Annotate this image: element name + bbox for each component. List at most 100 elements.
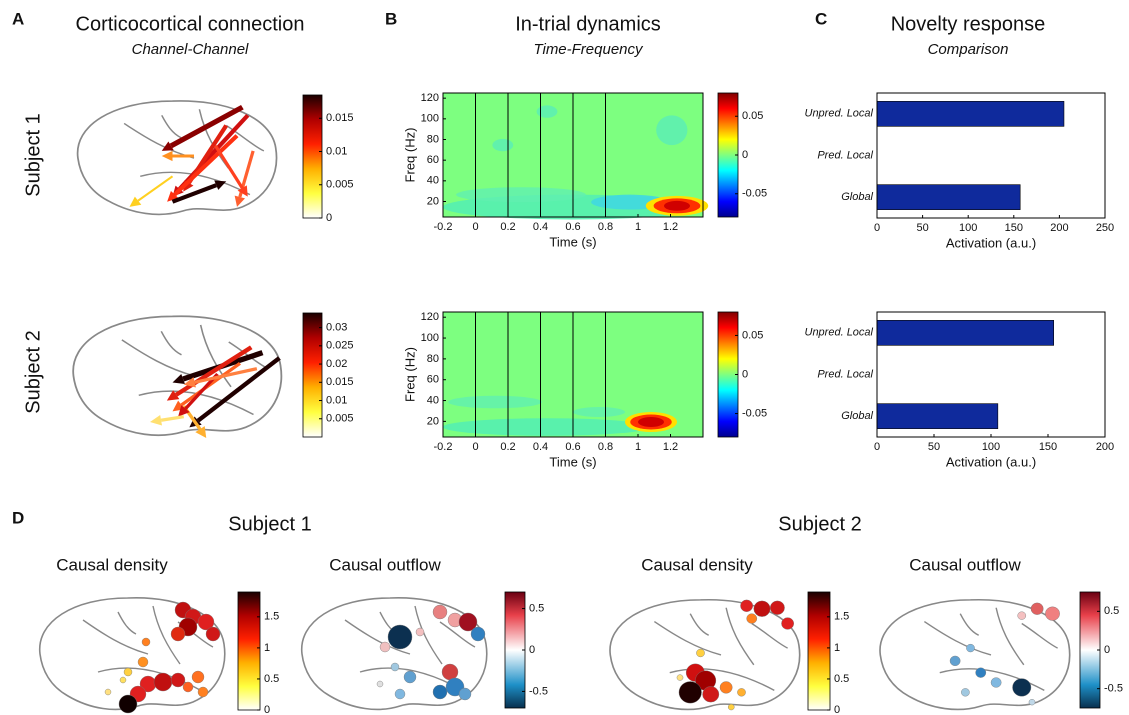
channel-dot — [170, 626, 186, 642]
x-tick-label: 1 — [635, 221, 641, 233]
arrow-head — [161, 150, 173, 162]
colorbar-tick-label: 0 — [326, 212, 332, 224]
channel-dot — [441, 663, 459, 681]
y-axis-label: Freq (Hz) — [402, 128, 417, 183]
connection-arrow — [171, 183, 218, 204]
brain-sulcus — [225, 124, 265, 152]
map-title: Causal density — [56, 555, 168, 574]
map-title: Causal density — [641, 555, 753, 574]
brain — [76, 100, 278, 216]
channel-dot — [966, 643, 975, 653]
colorbar-tick-label: 1 — [834, 642, 840, 654]
channel-dot — [170, 672, 186, 688]
heatmap-region — [492, 138, 514, 152]
x-axis-label: Activation (a.u.) — [946, 454, 1036, 469]
x-axis-label: Time (s) — [549, 234, 596, 249]
brain-sulcus — [344, 619, 411, 655]
colorbar-tick-label: -0.5 — [1104, 683, 1123, 695]
brain — [609, 599, 801, 711]
channel-dot — [432, 684, 448, 700]
x-tick-label: 0.4 — [533, 441, 548, 453]
y-tick-label: 40 — [427, 394, 439, 406]
brain-sulcus — [1021, 622, 1058, 649]
brain-sulcus — [160, 330, 182, 356]
colorbar-tick-label: 0.05 — [742, 110, 763, 122]
row-label: Subject 1 — [22, 113, 44, 196]
x-tick-label: 0.4 — [533, 221, 548, 233]
brain-sulcus — [653, 620, 722, 656]
colorbar-tick-label: 0.5 — [264, 673, 279, 685]
arrow-head — [178, 405, 190, 417]
brain-sulcus — [121, 339, 196, 377]
colorbar-tick-label: 0.005 — [326, 413, 354, 425]
y-tick-label: 100 — [421, 332, 439, 344]
colorbar-tick-label: 0.01 — [326, 145, 347, 157]
channel-dot — [118, 694, 138, 714]
colorbar — [807, 591, 831, 711]
arrow-head — [183, 377, 196, 388]
map-title: Causal outflow — [909, 555, 1021, 574]
brain-outline — [609, 599, 801, 711]
x-tick-label: 0 — [472, 221, 478, 233]
arrow-head — [167, 190, 179, 202]
colorbar-tick-label: 1.5 — [834, 611, 849, 623]
colorbar-tick-label: 0 — [834, 704, 840, 715]
x-tick-label: 0 — [874, 441, 880, 453]
x-tick-label: 50 — [928, 441, 940, 453]
bar — [876, 403, 999, 429]
x-tick-label: 200 — [1050, 222, 1068, 234]
arrow-head — [237, 185, 248, 197]
channel-dot — [975, 667, 987, 678]
channel-dot — [153, 672, 173, 692]
channel-dot — [390, 662, 400, 672]
colorbar-tick-label: 0.02 — [326, 358, 347, 370]
brain-sulcus — [923, 620, 992, 656]
channel-dot — [458, 612, 478, 632]
channel-dot — [737, 688, 746, 697]
arrow-head — [214, 180, 227, 190]
colorbar-tick-label: 0.5 — [1104, 605, 1119, 617]
heatmap-texture — [443, 395, 677, 436]
map-title: Causal outflow — [329, 555, 441, 574]
y-tick-label: 20 — [427, 195, 439, 207]
x-tick-label: 250 — [1096, 222, 1114, 234]
y-tick-label: 120 — [421, 92, 439, 104]
arrow-head — [166, 390, 180, 401]
colorbar-tick-label: 0.5 — [834, 673, 849, 685]
channel-dot — [191, 670, 205, 684]
brain-sulcus — [199, 324, 232, 388]
channel-dot — [119, 676, 127, 684]
brain-outline — [879, 599, 1071, 711]
colorbar-tick-label: 0.5 — [529, 602, 544, 614]
heatmap-region — [656, 115, 688, 146]
connection-arrow — [196, 356, 281, 423]
colorbar-tick-label: -0.05 — [742, 188, 767, 200]
panel-title: In-trial dynamics — [515, 13, 661, 35]
colorbar-tick-label: 0 — [742, 149, 748, 161]
channel-dot — [394, 688, 406, 700]
brain-sulcus — [689, 613, 710, 636]
panel-subtitle: Channel-Channel — [132, 41, 249, 58]
channel-dot — [676, 674, 684, 681]
category-label: Global — [841, 410, 873, 422]
channel-dot — [949, 655, 961, 666]
channel-dot — [702, 686, 720, 703]
x-tick-label: -0.2 — [434, 221, 453, 233]
channel-dot — [961, 688, 970, 697]
colorbar-tick-label: 0.015 — [326, 376, 354, 388]
group-title: Subject 1 — [228, 513, 311, 535]
panel-letter: A — [12, 9, 24, 28]
channel-dot — [137, 656, 149, 668]
bar — [876, 101, 1065, 127]
channel-dot — [104, 688, 112, 696]
x-tick-label: 0.8 — [598, 441, 613, 453]
channel-dot — [470, 626, 486, 642]
category-label: Pred. Local — [817, 149, 873, 161]
channel-dot — [197, 613, 215, 631]
channel-dot — [123, 667, 133, 677]
x-tick-label: 0 — [874, 222, 880, 234]
y-tick-label: 20 — [427, 415, 439, 427]
brain — [301, 597, 488, 711]
colorbar-tick-label: 0 — [742, 368, 748, 380]
